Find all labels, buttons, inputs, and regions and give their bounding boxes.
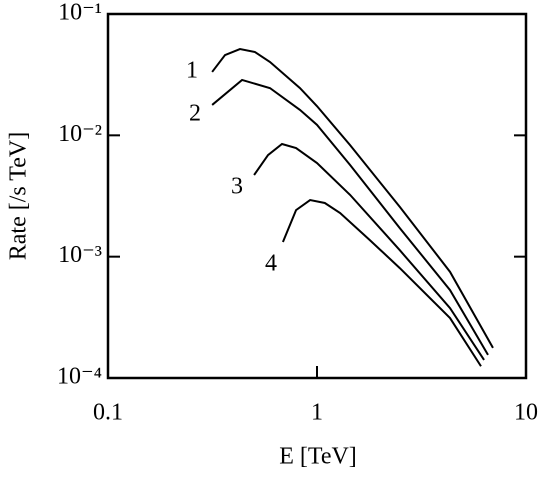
- series-line: [253, 142, 485, 361]
- curve-label: 2: [189, 101, 201, 127]
- curve-label: 4: [265, 251, 277, 277]
- y-tick-label: 10⁻²: [58, 121, 102, 147]
- curve-label: 3: [231, 174, 243, 200]
- x-axis-label: E [TeV]: [279, 444, 357, 470]
- x-tick-label: 0.1: [93, 400, 123, 426]
- y-axis-label: Rate [/s TeV]: [6, 132, 32, 261]
- y-tick-label: 10⁻³: [58, 242, 102, 268]
- x-tick-label: 10: [514, 400, 538, 426]
- series-line: [281, 198, 482, 367]
- y-tick-label: 10⁻¹: [58, 0, 102, 26]
- x-tick-label: 1: [311, 400, 323, 426]
- series-line: [211, 48, 494, 349]
- plot-frame: [106, 12, 528, 380]
- curve-label: 1: [186, 58, 198, 84]
- series-line: [211, 78, 489, 356]
- y-tick-label: 10⁻⁴: [57, 364, 102, 390]
